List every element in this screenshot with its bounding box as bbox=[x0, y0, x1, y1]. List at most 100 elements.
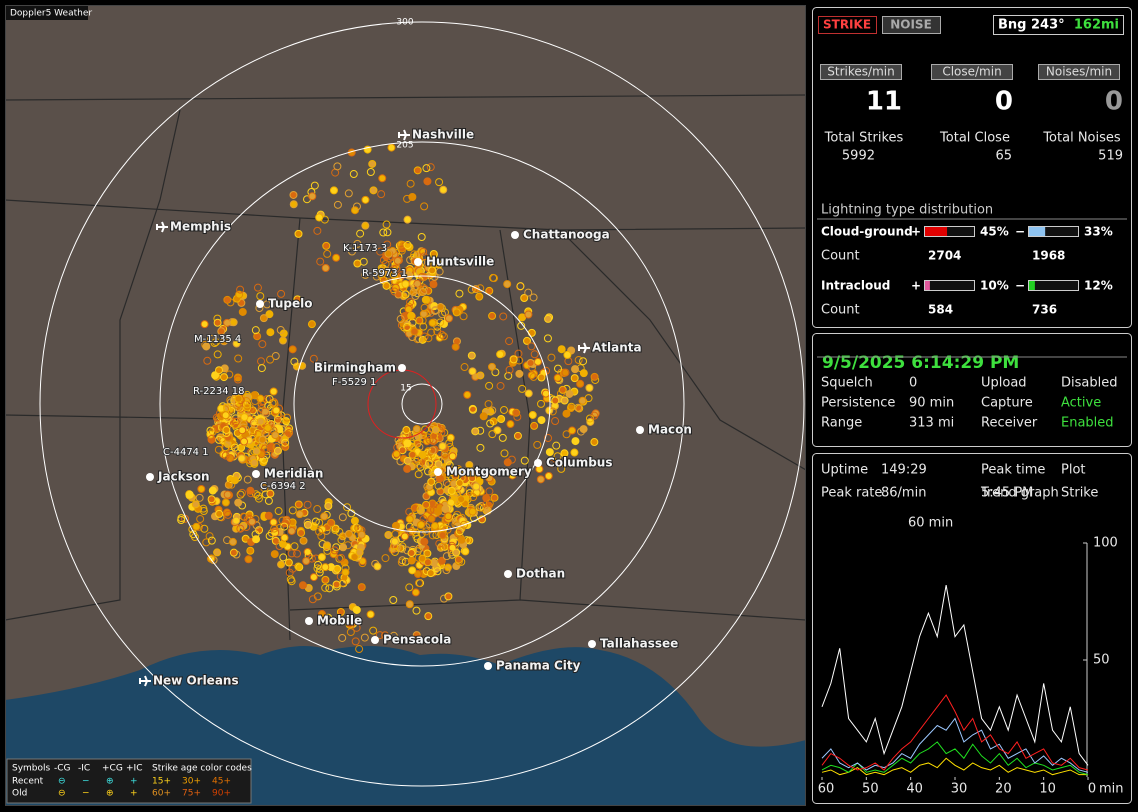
city-label: Tupelo bbox=[268, 297, 313, 311]
border bbox=[5, 94, 806, 101]
strike-symbol bbox=[348, 247, 357, 256]
strike-symbol bbox=[223, 490, 232, 499]
strike-symbol bbox=[234, 394, 243, 403]
strike-symbol bbox=[527, 328, 536, 337]
strike-symbol bbox=[423, 549, 432, 558]
noise-button[interactable] bbox=[882, 16, 941, 34]
strike-symbol bbox=[553, 373, 562, 382]
strike-symbol bbox=[197, 484, 206, 493]
strike-symbol bbox=[405, 583, 414, 592]
strike-symbol bbox=[177, 516, 186, 525]
strike-symbol bbox=[213, 318, 222, 327]
strike-symbol bbox=[286, 575, 295, 584]
clock: 9/5/2025 6:14:29 PM bbox=[822, 353, 1019, 373]
strike-symbol bbox=[421, 425, 430, 434]
strike-symbol bbox=[208, 486, 217, 495]
strike-symbol bbox=[290, 357, 299, 366]
city-marker bbox=[146, 473, 154, 481]
strike-symbol bbox=[270, 524, 279, 533]
strike-symbol bbox=[213, 350, 222, 359]
legend-age: 30+ bbox=[182, 777, 201, 787]
strike-symbol bbox=[485, 381, 494, 390]
strike-symbol bbox=[410, 283, 419, 292]
strike-symbol bbox=[436, 543, 445, 552]
strike-symbol bbox=[289, 200, 298, 209]
stat-label: Trend graph bbox=[980, 486, 1059, 501]
strike-symbol bbox=[498, 433, 507, 442]
border bbox=[5, 199, 806, 231]
strike-symbol bbox=[223, 510, 232, 519]
strike-symbol bbox=[536, 475, 545, 484]
strike-symbol bbox=[279, 553, 288, 562]
strike-symbol bbox=[381, 631, 390, 640]
strike-symbol bbox=[230, 476, 239, 485]
city-marker bbox=[252, 470, 260, 478]
strike-symbol bbox=[548, 407, 557, 416]
strike-label[interactable]: STRIKE bbox=[823, 18, 871, 32]
strike-symbol bbox=[360, 633, 369, 642]
strike-symbol bbox=[264, 511, 273, 520]
y-tick-label: 100 bbox=[1093, 536, 1118, 551]
dist-bar bbox=[925, 227, 948, 236]
strike-symbol bbox=[266, 355, 275, 364]
strike-symbol bbox=[547, 459, 556, 468]
strike-symbol bbox=[410, 503, 419, 512]
strike-symbol bbox=[551, 417, 560, 426]
strike-symbol bbox=[256, 292, 265, 301]
range-ring bbox=[159, 141, 685, 667]
strike-symbol bbox=[223, 295, 232, 304]
strike-symbol bbox=[469, 493, 478, 502]
strike-symbol bbox=[503, 280, 512, 289]
strike-button[interactable] bbox=[818, 16, 877, 34]
strike-symbol bbox=[413, 570, 422, 579]
strike-symbol bbox=[579, 425, 588, 434]
strike-symbol bbox=[276, 326, 285, 335]
strike-symbol bbox=[414, 334, 423, 343]
strike-symbol bbox=[226, 454, 235, 463]
total-label: Total Noises bbox=[1042, 131, 1121, 146]
dist-name: Intracloud bbox=[821, 279, 890, 293]
strike-symbol bbox=[271, 536, 280, 545]
strike-symbol bbox=[324, 501, 333, 510]
strike-symbol bbox=[436, 318, 445, 327]
strike-symbol bbox=[355, 548, 364, 557]
strike-symbol bbox=[520, 294, 529, 303]
strike-symbol bbox=[262, 409, 271, 418]
strike-symbol bbox=[406, 298, 415, 307]
setting-value: Disabled bbox=[1061, 376, 1117, 391]
strike-symbol bbox=[488, 311, 497, 320]
strike-symbol bbox=[333, 564, 342, 573]
strike-symbol bbox=[207, 536, 216, 545]
strike-symbol bbox=[302, 556, 311, 565]
dist-name: Cloud-ground bbox=[821, 225, 913, 239]
strike-symbol bbox=[490, 274, 499, 283]
bearing-box bbox=[993, 15, 1124, 35]
strike-symbol bbox=[265, 532, 274, 541]
x-tick-label: 50 bbox=[862, 782, 879, 797]
strike-symbol bbox=[412, 433, 421, 442]
city-marker bbox=[534, 459, 542, 467]
strike-symbol bbox=[325, 584, 334, 593]
strike-symbol bbox=[557, 345, 566, 354]
strike-symbol bbox=[571, 437, 580, 446]
strike-symbol bbox=[488, 430, 497, 439]
city-label: Macon bbox=[648, 423, 692, 437]
airport-marker bbox=[398, 129, 410, 141]
strike-symbol bbox=[468, 367, 477, 376]
strike-symbol bbox=[411, 588, 420, 597]
strike-symbol bbox=[545, 448, 554, 457]
strike-symbol bbox=[444, 512, 453, 521]
strike-symbol bbox=[403, 464, 412, 473]
strike-symbol bbox=[463, 390, 472, 399]
x-unit: min bbox=[1099, 782, 1124, 797]
strike-symbol bbox=[244, 555, 253, 564]
stat-label: Plot bbox=[1061, 463, 1086, 478]
strike-symbol bbox=[273, 446, 282, 455]
strike-symbol bbox=[590, 372, 599, 381]
noise-label[interactable]: NOISE bbox=[890, 18, 932, 32]
strike-symbol bbox=[438, 442, 447, 451]
city-label: Pensacola bbox=[383, 633, 451, 647]
strike-symbol bbox=[561, 368, 570, 377]
strike-symbol bbox=[361, 270, 370, 279]
strike-symbol bbox=[455, 527, 464, 536]
